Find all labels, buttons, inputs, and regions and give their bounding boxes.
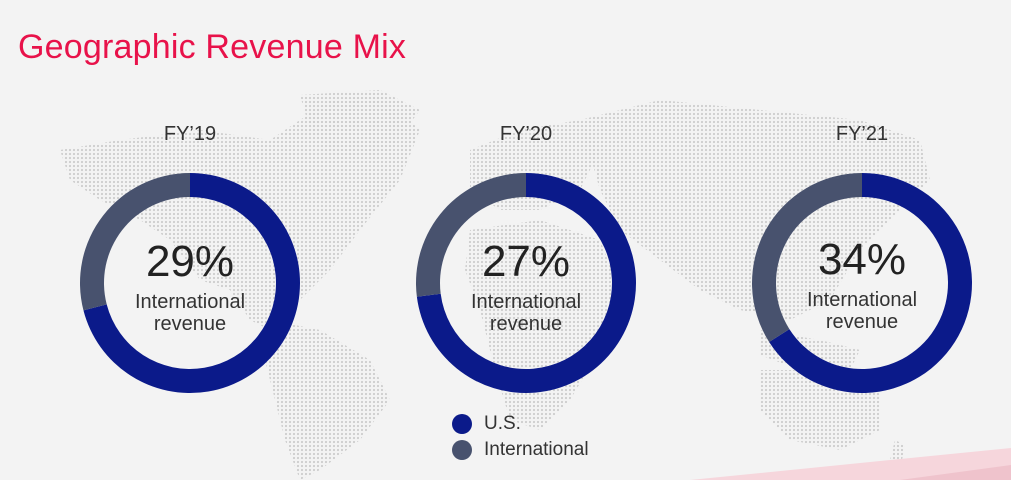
international-percentage: 34% — [817, 235, 907, 284]
legend-item-international: International — [452, 438, 589, 462]
fiscal-year-label: FY’21 — [835, 123, 889, 145]
legend-item-us: U.S. — [452, 412, 589, 436]
legend-dot-international — [452, 440, 472, 460]
donut-slice-international — [416, 173, 526, 297]
donut-chart-fy19: FY’19 29% International revenue — [70, 123, 310, 423]
page-title: Geographic Revenue Mix — [18, 28, 407, 66]
donut-svg — [752, 173, 972, 393]
legend-label: International — [484, 439, 589, 460]
international-revenue-label: International revenue — [470, 291, 582, 335]
donut-chart-fy21: FY’21 34% International revenue — [742, 123, 982, 423]
legend-label: U.S. — [484, 413, 521, 434]
donut-svg — [80, 173, 300, 393]
international-revenue-label: International revenue — [806, 289, 918, 333]
international-percentage: 29% — [145, 237, 235, 286]
legend-dot-us — [452, 414, 472, 434]
fiscal-year-label: FY’19 — [163, 123, 217, 145]
fiscal-year-label: FY’20 — [499, 123, 553, 145]
chart-legend: U.S. International — [452, 412, 589, 464]
donut-chart-fy20: FY’20 27% International revenue — [406, 123, 646, 423]
international-percentage: 27% — [481, 237, 571, 286]
donut-svg — [416, 173, 636, 393]
international-revenue-label: International revenue — [134, 291, 246, 335]
donut-slice-international — [752, 173, 862, 342]
donut-slice-international — [80, 173, 190, 311]
